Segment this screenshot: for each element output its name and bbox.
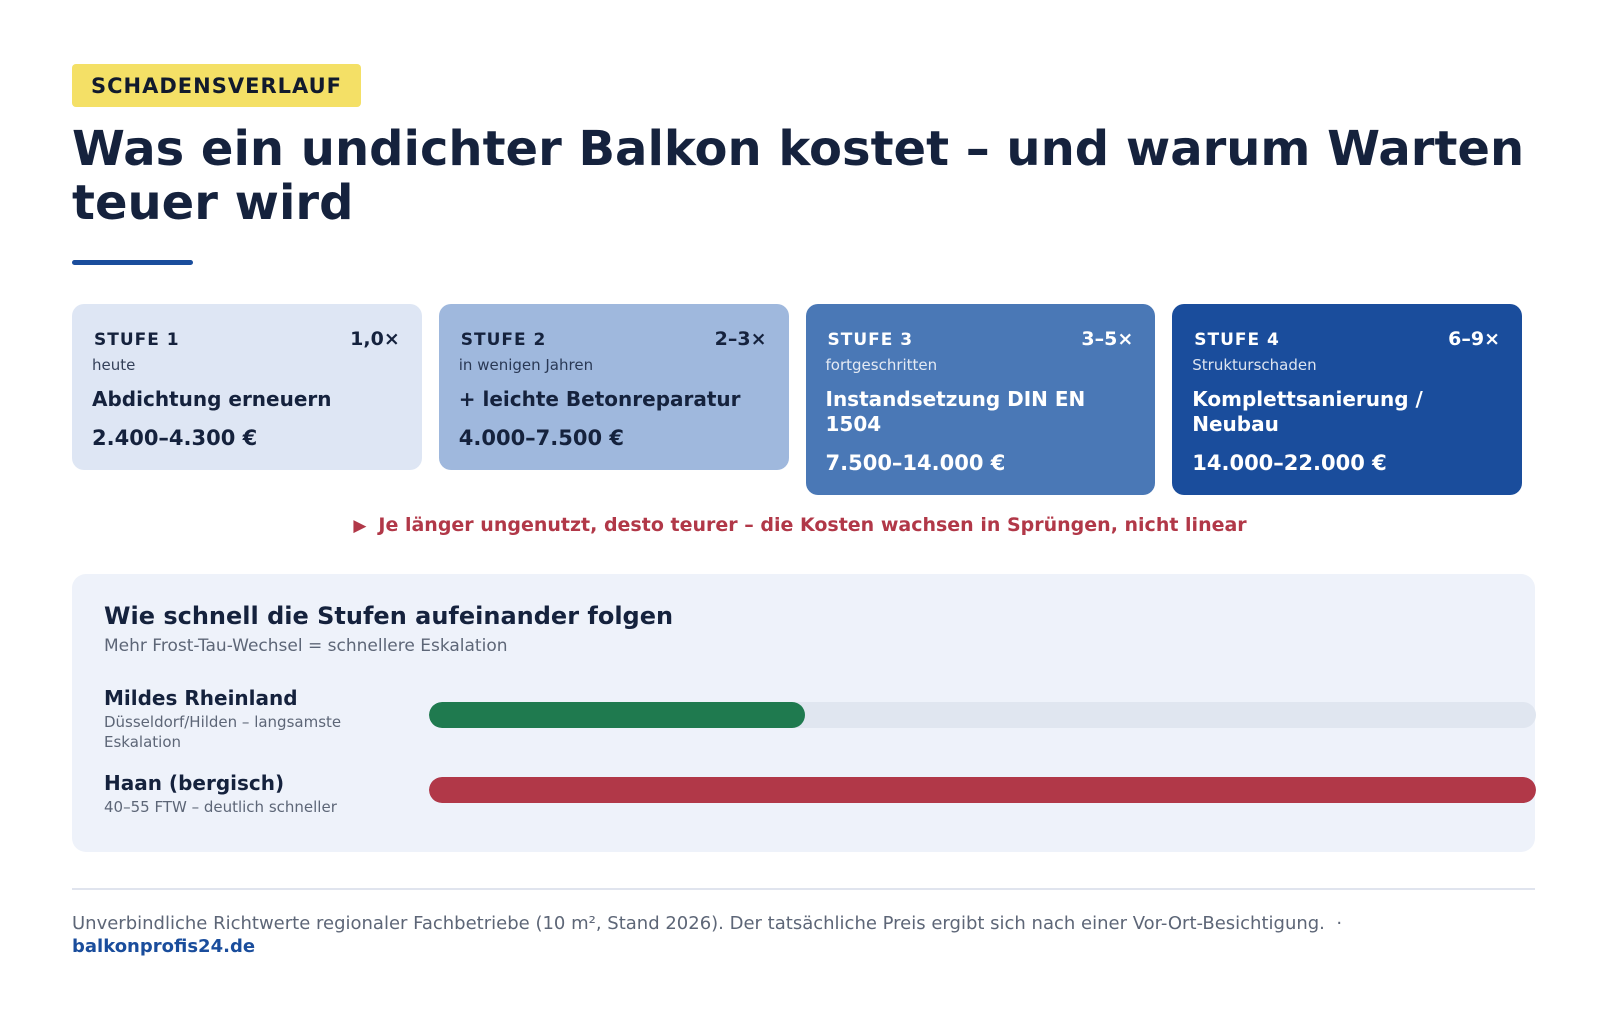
stage-timing: fortgeschritten [825,356,938,374]
stage-card-2: STUFE 2 2–3× in wenigen Jahren + leichte… [438,304,789,470]
stage-timing: Strukturschaden [1192,356,1317,374]
region-name: Mildes Rheinland [104,686,298,710]
footer-separator: · [1336,913,1343,934]
stage-timing: in wenigen Jahren [458,356,594,374]
escalation-warning: ▶ Je länger ungenutzt, desto teurer – die… [0,514,1600,536]
stage-multiplier: 3–5× [1081,328,1134,350]
stage-action: + leichte Betonreparatur [458,387,741,411]
stage-price: 14.000–22.000 € [1192,451,1387,475]
panel-subtitle: Mehr Frost-Tau-Wechsel = schnellere Eska… [104,636,508,656]
footer-note: Unverbindliche Richtwerte regionaler Fac… [72,913,1325,934]
stage-action: Abdichtung erneuern [92,387,332,411]
stage-multiplier: 2–3× [714,328,767,350]
region-description: 40–55 FTW – deutlich schneller [104,798,337,816]
speed-bar-track [429,777,1536,803]
region-name: Haan (bergisch) [104,771,285,795]
stage-label: STUFE 1 [94,330,180,350]
stage-label: STUFE 3 [827,330,914,350]
triangle-right-icon: ▶ [353,516,367,536]
speed-bar-fill [429,777,1536,803]
eyebrow-badge: SCHADENSVERLAUF [72,64,361,107]
stage-card-1: STUFE 1 1,0× heute Abdichtung erneuern 2… [72,304,422,470]
footer: Unverbindliche Richtwerte regionaler Fac… [72,912,1535,958]
region-description: Düsseldorf/Hilden – langsamste Eskalatio… [104,713,342,751]
stage-cards: STUFE 1 1,0× heute Abdichtung erneuern 2… [72,304,1522,495]
stage-multiplier: 6–9× [1448,328,1500,350]
stage-multiplier: 1,0× [350,328,400,350]
stage-action: Komplettsanierung / Neubau [1192,387,1423,436]
stage-action: Instandsetzung DIN EN 1504 [825,387,1086,436]
stage-price: 7.500–14.000 € [825,451,1006,475]
warning-text: Je länger ungenutzt, desto teurer – die … [378,514,1247,536]
stage-label: STUFE 2 [460,330,547,350]
stage-card-4: STUFE 4 6–9× Strukturschaden Komplettsan… [1172,304,1522,495]
stage-timing: heute [92,356,136,374]
stage-price: 4.000–7.500 € [458,426,625,450]
region-row-haan: Haan (bergisch) 40–55 FTW – deutlich sch… [104,771,1536,817]
speed-bar-track [429,702,1536,728]
stage-label: STUFE 4 [1194,330,1280,350]
website-link[interactable]: balkonprofis24.de [72,936,256,957]
stage-price: 2.400–4.300 € [92,426,258,450]
page-title: Was ein undichter Balkon kostet – und wa… [72,121,1525,231]
panel-title: Wie schnell die Stufen aufeinander folge… [104,602,674,630]
title-accent-rule [72,260,193,265]
speed-bar-fill [429,702,806,728]
region-row-rheinland: Mildes Rheinland Düsseldorf/Hilden – lan… [104,686,1536,752]
stage-card-3: STUFE 3 3–5× fortgeschritten Instandsetz… [805,304,1156,495]
escalation-panel: Wie schnell die Stufen aufeinander folge… [72,574,1536,852]
footer-divider [72,888,1535,890]
